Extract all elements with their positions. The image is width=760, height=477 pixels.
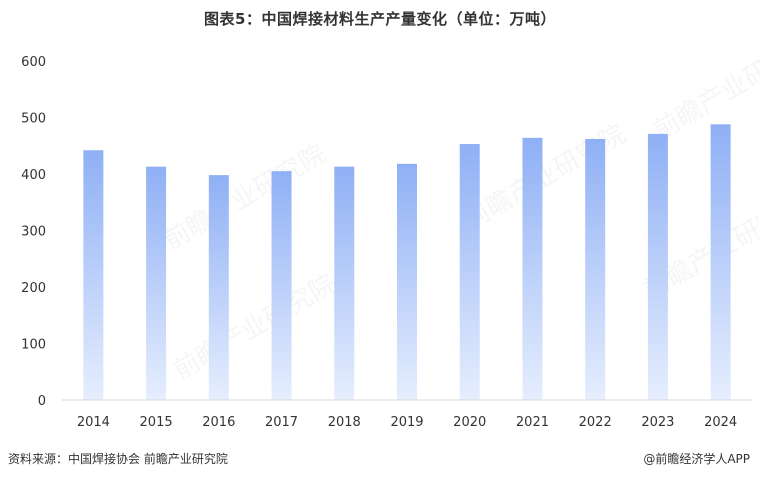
bar-2018 — [334, 166, 355, 400]
y-tick-label: 0 — [38, 394, 46, 409]
y-tick-label: 400 — [21, 168, 46, 183]
y-tick-label: 500 — [21, 112, 46, 127]
bar-2024 — [710, 124, 731, 400]
bar-2021 — [522, 137, 543, 400]
x-tick-label: 2021 — [516, 415, 549, 430]
x-tick-label: 2023 — [641, 415, 674, 430]
x-tick-label: 2020 — [453, 415, 486, 430]
watermark-text: 前瞻产业研究院 — [649, 29, 760, 146]
y-axis: 0 100 200 300 400 500 600 — [21, 55, 46, 409]
x-tick-label: 2014 — [77, 415, 110, 430]
bar-2014 — [83, 150, 104, 400]
x-axis: 2014 2015 2016 2017 2018 2019 2020 2021 2022 2023… — [77, 415, 737, 430]
bar-2017 — [271, 171, 292, 400]
chart-title: 图表5：中国焊接材料生产产量变化（单位：万吨） — [204, 10, 556, 28]
bar-2023 — [647, 133, 668, 400]
bar-2015 — [146, 166, 167, 400]
bar-2020 — [459, 144, 480, 400]
y-tick-label: 300 — [21, 225, 46, 240]
x-tick-label: 2015 — [140, 415, 173, 430]
credit-note: @前瞻经济学人APP — [643, 452, 750, 466]
bar-2016 — [208, 175, 229, 400]
x-tick-label: 2018 — [328, 415, 361, 430]
x-tick-label: 2024 — [704, 415, 737, 430]
watermark-text: 前瞻产业研究院 — [159, 139, 332, 256]
source-note: 资料来源：中国焊接协会 前瞻产业研究院 — [8, 452, 228, 466]
bars-group — [83, 124, 731, 400]
bar-2019 — [397, 163, 417, 400]
watermark-text: 前瞻产业研究院 — [169, 269, 342, 386]
y-tick-label: 600 — [21, 55, 46, 70]
y-tick-label: 200 — [21, 281, 46, 296]
bar-2022 — [585, 138, 606, 400]
y-tick-label: 100 — [21, 338, 46, 353]
watermark-text: 前瞻产业研究院 — [459, 119, 632, 236]
x-tick-label: 2016 — [202, 415, 235, 430]
x-tick-label: 2017 — [265, 415, 298, 430]
x-tick-label: 2019 — [390, 415, 423, 430]
x-tick-label: 2022 — [579, 415, 612, 430]
